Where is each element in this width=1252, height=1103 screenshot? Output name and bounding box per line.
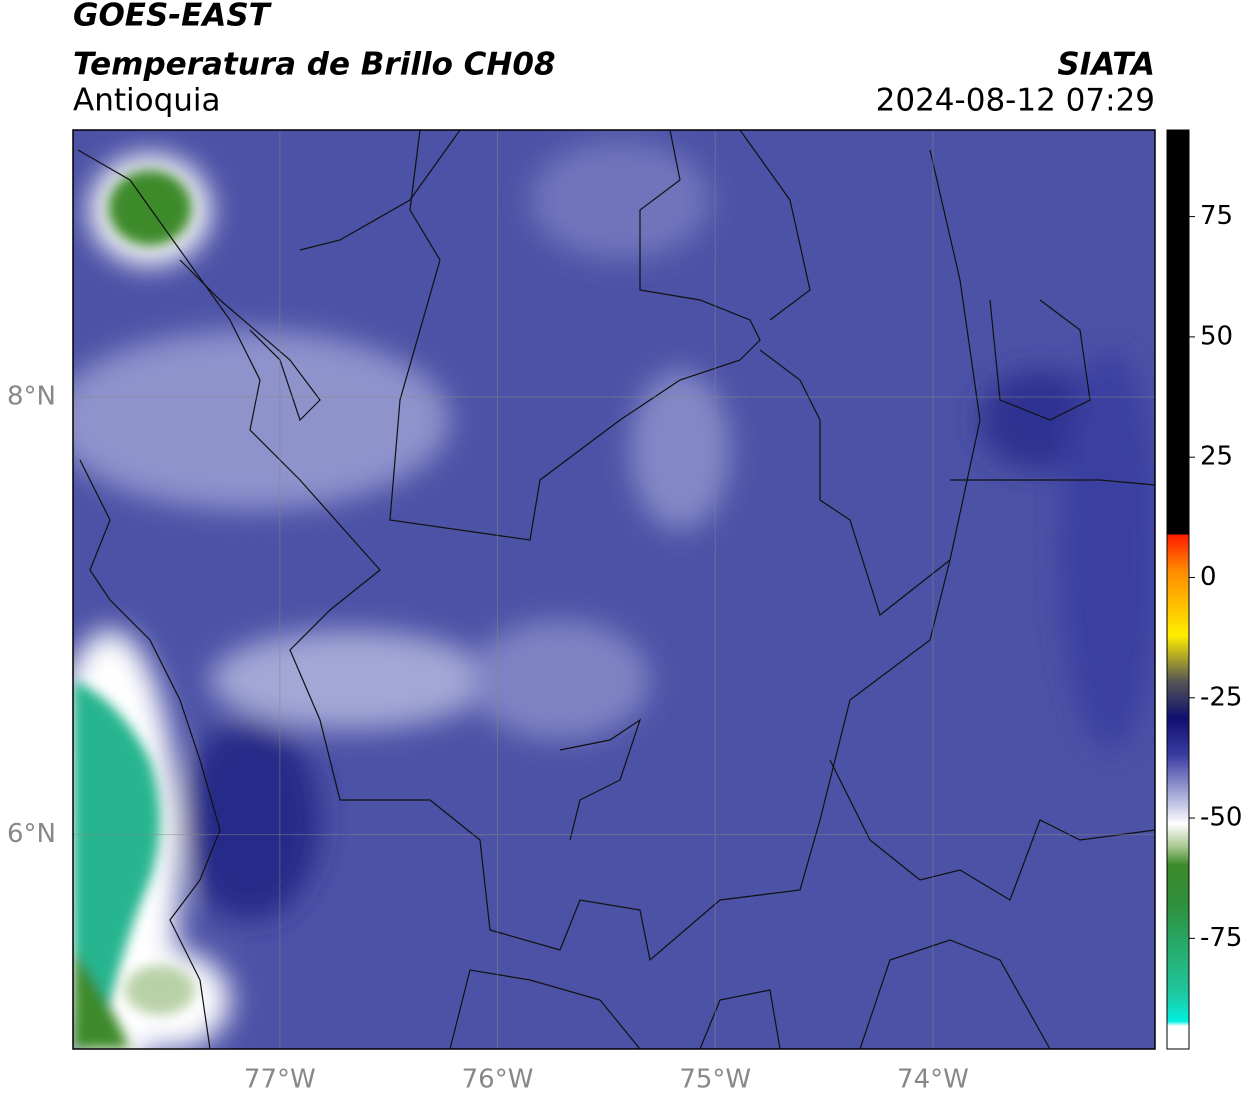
colorbar-tick-label: 75 [1200,201,1233,231]
datetime: 2024-08-12 07:29 [876,83,1155,119]
x-tick-label: 77°W [244,1065,316,1095]
colorbar-tick-label: 50 [1200,321,1233,351]
colorbar-tick-label: -25 [1200,682,1242,712]
x-tick-label: 76°W [462,1065,534,1095]
x-tick-label: 75°W [679,1065,751,1095]
colorbar-tick-label: -75 [1200,923,1242,953]
y-tick-label: 8°N [7,381,56,411]
colorbar-tick-label: 25 [1200,442,1233,472]
region: Antioquia [73,83,221,119]
colorbar [1166,129,1190,1050]
map-frame [72,129,1156,1050]
product-title: Temperatura de Brillo CH08 [73,47,556,83]
y-tick-label: 6°N [7,819,56,849]
grid [73,130,1155,1049]
colorbar-tick-label: 0 [1200,562,1217,592]
x-tick-label: 74°W [897,1065,969,1095]
map-image [73,130,1155,1049]
colorbar-tick-label: -50 [1200,803,1242,833]
source: SIATA [1057,47,1155,83]
satellite-title: GOES-EAST [73,0,273,34]
